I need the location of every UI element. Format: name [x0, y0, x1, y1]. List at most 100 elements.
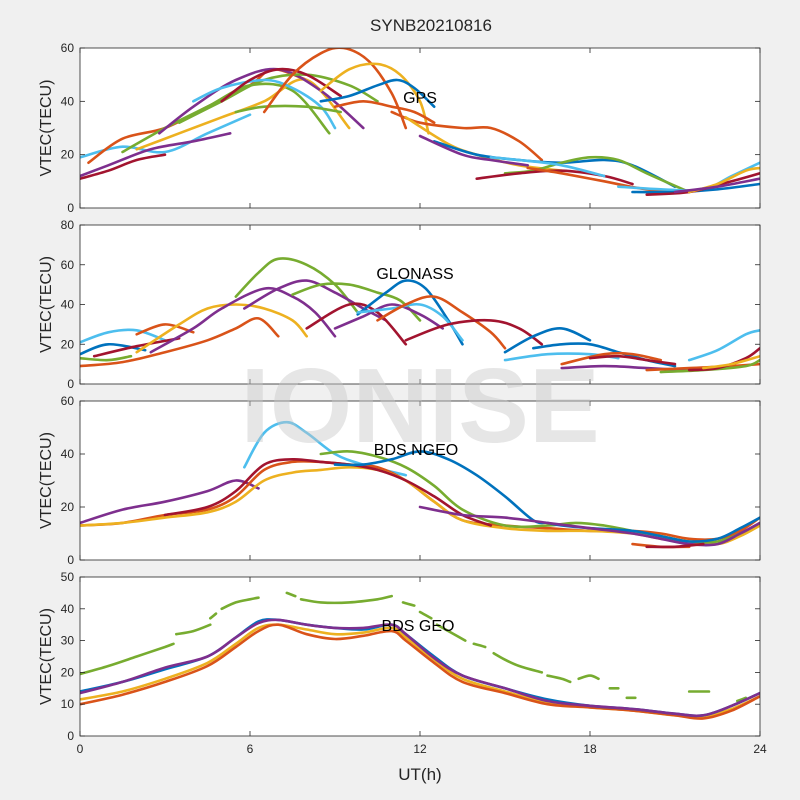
series-group — [80, 48, 760, 196]
series-line-bds-geo-2 — [175, 623, 212, 636]
y-axis-label-bds-ngeo: VTEC(TECU) — [38, 432, 55, 529]
panel-label-glonass: GLONASS — [376, 266, 453, 283]
y-tick-label: 10 — [61, 697, 75, 711]
series-line-bds-geo-12 — [546, 674, 572, 684]
series-line-glonass-17 — [404, 318, 544, 346]
series-line-glonass-1 — [80, 328, 167, 344]
y-tick-label: 20 — [61, 337, 75, 351]
series-line-glonass-12 — [305, 302, 408, 346]
series-line-gps-14 — [319, 78, 436, 108]
series-line-bds-geo-4 — [220, 596, 260, 611]
series-line-gps-11 — [220, 67, 342, 103]
series-line-glonass-22 — [588, 354, 677, 366]
series-line-gps-7 — [158, 67, 365, 135]
series-line-bds-geo-17 — [736, 696, 748, 703]
series-line-bds-ngeo-1 — [80, 479, 260, 525]
series-line-gps-16 — [390, 110, 544, 162]
figure-title: SYNB20210816 — [370, 16, 492, 35]
series-line-glonass-28 — [702, 354, 760, 370]
y-tick-label: 60 — [61, 394, 75, 408]
series-line-glonass-9 — [234, 257, 359, 314]
series-line-gps-19 — [418, 134, 529, 167]
y-tick-label: 40 — [61, 602, 75, 616]
y-tick-label: 20 — [61, 500, 75, 514]
series-line-bds-geo-3 — [209, 612, 218, 620]
y-tick-label: 0 — [67, 377, 74, 391]
series-line-glonass-3 — [80, 354, 133, 362]
series-line-bds-geo-13 — [577, 674, 600, 681]
series-line-glonass-21 — [560, 351, 663, 366]
y-tick-label: 0 — [67, 729, 74, 743]
y-tick-label: 20 — [61, 665, 75, 679]
y-tick-label: 0 — [67, 553, 74, 567]
series-line-bds-geo-21 — [80, 618, 760, 718]
panel-bds-ngeo: 0 20 40 60 VTEC(TECU) BDS NGEO — [38, 394, 761, 567]
panel-bds-geo: 0 10 20 30 40 50 0 6 12 18 24 VTEC(TECU) BDS GEO — [38, 570, 767, 756]
series-line-bds-geo-6 — [299, 594, 393, 605]
series-line-glonass-18 — [503, 327, 592, 354]
series-line-gps-4 — [80, 132, 232, 178]
series-line-glonass-6 — [135, 323, 195, 336]
series-line-bds-geo-7 — [401, 601, 416, 607]
series-line-bds-geo-1 — [80, 642, 175, 676]
series-line-glonass-13 — [333, 303, 444, 330]
y-tick-label: 40 — [61, 447, 75, 461]
series-line-glonass-11 — [291, 282, 422, 322]
series-line-gps-8 — [177, 73, 379, 124]
series-line-gps-21 — [475, 169, 634, 186]
series-line-gps-12 — [262, 48, 408, 130]
x-tick-label: 12 — [413, 742, 427, 756]
series-line-gps-28 — [673, 177, 760, 194]
series-line-glonass-16 — [376, 295, 507, 350]
series-line-glonass-25 — [659, 358, 760, 374]
series-line-glonass-8 — [149, 286, 337, 354]
series-line-gps-13 — [319, 62, 430, 135]
y-tick-label: 50 — [61, 570, 75, 584]
x-tick-label: 6 — [247, 742, 254, 756]
x-axis-label: UT(h) — [398, 765, 441, 784]
y-axis-label-gps: VTEC(TECU) — [38, 80, 55, 177]
y-axis-label-glonass: VTEC(TECU) — [38, 256, 55, 353]
series-line-bds-ngeo-10 — [645, 542, 705, 549]
series-group — [80, 591, 760, 720]
panel-label-gps: GPS — [403, 90, 437, 107]
panel-label-bds-ngeo: BDS NGEO — [374, 442, 458, 459]
y-tick-label: 80 — [61, 218, 75, 232]
series-line-gps-15 — [333, 100, 436, 124]
series-group — [80, 257, 760, 374]
series-line-gps-22 — [489, 156, 606, 178]
series-line-bds-geo-8 — [418, 610, 433, 620]
series-line-bds-geo-9 — [435, 623, 467, 642]
series-line-glonass-26 — [687, 329, 760, 362]
y-tick-label: 60 — [61, 41, 75, 55]
series-line-gps-10 — [234, 104, 342, 114]
series-line-bds-geo-19 — [80, 623, 760, 720]
y-tick-label: 0 — [67, 201, 74, 215]
series-group — [80, 420, 760, 549]
series-line-glonass-7 — [135, 303, 308, 354]
panel-label-bds-geo: BDS GEO — [382, 618, 455, 635]
panel-glonass: 0 20 40 60 80 VTEC(TECU) GLONASS — [38, 218, 761, 391]
series-line-glonass-5 — [92, 337, 181, 358]
x-tick-label: 18 — [583, 742, 597, 756]
y-tick-label: 20 — [61, 148, 75, 162]
panel-gps: 0 20 40 60 VTEC(TECU) GPS — [38, 41, 761, 215]
series-line-bds-geo-11 — [492, 652, 544, 674]
x-tick-label: 0 — [77, 742, 84, 756]
series-line-bds-ngeo-5 — [163, 457, 493, 527]
x-tick-label: 24 — [753, 742, 767, 756]
series-line-gps-3 — [80, 153, 167, 180]
y-tick-label: 40 — [61, 298, 75, 312]
y-tick-label: 60 — [61, 258, 75, 272]
series-line-glonass-4 — [80, 317, 280, 368]
series-line-glonass-2 — [80, 342, 147, 356]
series-line-gps-1 — [80, 113, 252, 159]
watermark: IONISE — [240, 347, 599, 465]
series-line-bds-geo-10 — [472, 642, 487, 649]
series-line-bds-geo-5 — [285, 591, 297, 598]
y-tick-label: 40 — [61, 94, 75, 108]
series-line-bds-ngeo-8 — [418, 505, 760, 547]
y-axis-label-bds-geo: VTEC(TECU) — [38, 608, 55, 705]
